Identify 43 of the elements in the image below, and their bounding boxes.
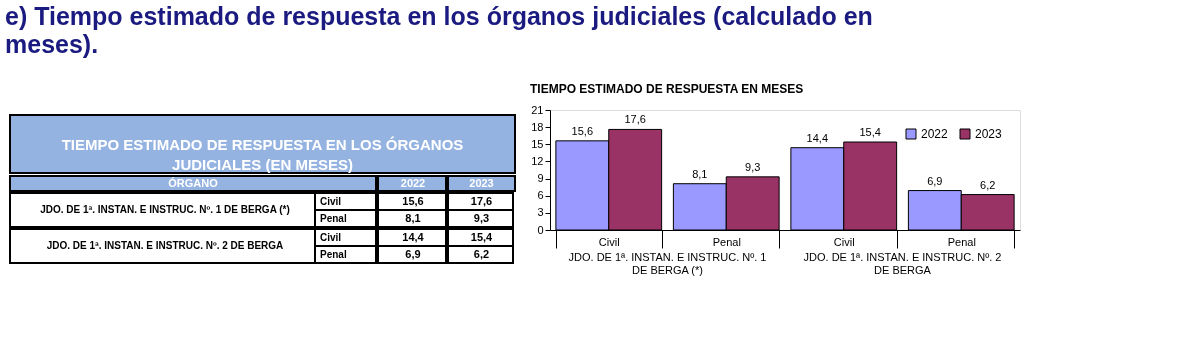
text: 17,6 [470,194,493,207]
text: JDO. DE 1ª. INSTAN. E INSTRUC. Nº. 1 DE BERGA (*) [40,204,290,215]
y-tick-label: 6 [537,189,544,202]
x-tick-label: Penal [947,235,976,248]
text: TIEMPO ESTIMADO DE RESPUESTA EN LOS ÓRGANOS JUDICIALES (EN MESES) [61,136,464,173]
category-label: Civil [320,195,342,207]
text: 6,2 [473,247,490,260]
text: 2023 [469,177,494,189]
data-label: 8,1 [692,167,708,180]
text: 14,4 [402,230,424,243]
x-tick-label: Civil [833,235,855,248]
category-label: Penal [320,212,347,224]
y-tick-label: 21 [531,103,544,116]
x-tick-label: Civil [598,235,620,248]
text: 8,1 [405,211,421,224]
x-tick-label: Penal [712,235,741,248]
text: 9,3 [473,211,490,224]
data-label: 14,4 [806,131,829,144]
legend-label: 2022 [921,127,949,141]
text: ÓRGANO [168,177,219,189]
category-label: Penal [320,248,347,260]
text: 2022 [400,177,426,189]
data-label: 15,4 [859,126,881,138]
text: 15,6 [402,194,424,207]
y-tick-label: 15 [531,137,544,150]
chart-title: e) Tiempo estimado de respuesta en los órganos judiciales (calculado en meses). [5,2,873,58]
data-label: 17,6 [624,113,646,126]
y-tick-label: 18 [531,120,544,133]
text: 6,9 [405,247,421,260]
text: JDO. DE 1ª. INSTAN. E INSTRUC. Nº. 2 DE BERGA [46,240,284,251]
y-tick-label: 9 [537,172,544,185]
data-label: 6,2 [980,178,996,191]
y-tick-label: 3 [537,206,544,219]
text: JDO. DE 1ª. INSTAN. E INSTRUC. Nº. 1 DE BERGA (*) [568,251,767,276]
chart-subtitle: TIEMPO ESTIMADO DE RESPUESTA EN MESES [530,82,804,96]
data-label: 15,6 [571,124,594,137]
y-tick-label: 0 [537,223,544,236]
data-label: 9,3 [745,160,761,173]
legend-label: 2023 [975,127,1003,141]
y-tick-label: 12 [531,154,544,167]
text: JDO. DE 1ª. INSTAN. E INSTRUC. Nº. 2 DE BERGA [803,251,1002,276]
text: 15,4 [470,230,493,243]
data-label: 6,9 [927,174,943,187]
